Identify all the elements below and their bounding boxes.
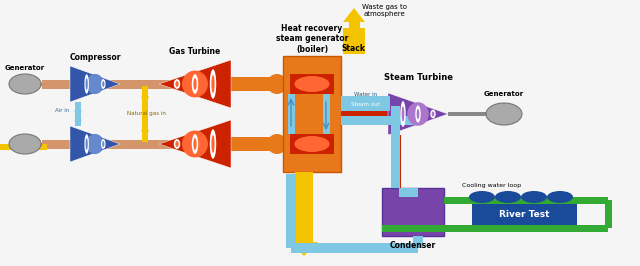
Ellipse shape (86, 78, 88, 90)
Bar (382, 188, 444, 236)
Bar (42, 139, 295, 148)
Text: Condenser: Condenser (390, 241, 436, 250)
Bar (413, 236, 423, 248)
Ellipse shape (86, 74, 104, 94)
Bar (283, 56, 341, 172)
Polygon shape (159, 120, 231, 168)
Bar (349, 22, 360, 54)
Text: Stack: Stack (342, 44, 366, 53)
Text: Natural gas in: Natural gas in (127, 111, 165, 117)
Ellipse shape (430, 110, 436, 118)
Bar (448, 112, 493, 116)
Ellipse shape (175, 81, 179, 87)
Bar (392, 135, 401, 188)
Ellipse shape (469, 191, 495, 203)
Polygon shape (343, 8, 365, 22)
Text: Cooling water loop: Cooling water loop (462, 183, 521, 188)
Text: Generator: Generator (5, 65, 45, 71)
Bar (75, 108, 81, 126)
Text: Gas Turbine: Gas Turbine (170, 48, 221, 56)
Text: Compressor: Compressor (69, 53, 121, 63)
Bar (226, 137, 283, 151)
Ellipse shape (267, 134, 287, 154)
Bar (341, 95, 390, 105)
Ellipse shape (431, 111, 435, 117)
Bar (41, 143, 42, 146)
Polygon shape (290, 242, 318, 256)
Ellipse shape (407, 102, 429, 126)
Bar (341, 102, 390, 110)
Ellipse shape (402, 106, 404, 122)
Bar (341, 115, 420, 124)
Bar (291, 243, 418, 253)
Ellipse shape (102, 141, 104, 147)
Ellipse shape (211, 135, 214, 153)
Text: Steam out: Steam out (351, 102, 380, 107)
Ellipse shape (182, 131, 208, 157)
Text: Air in: Air in (55, 109, 69, 114)
Bar (75, 102, 81, 120)
Ellipse shape (193, 78, 196, 90)
Ellipse shape (294, 136, 330, 152)
Ellipse shape (547, 191, 573, 203)
Ellipse shape (415, 105, 420, 123)
Bar (390, 106, 399, 188)
Bar (444, 197, 608, 203)
Bar (42, 80, 295, 89)
Polygon shape (70, 66, 120, 102)
Ellipse shape (84, 134, 89, 154)
Polygon shape (159, 60, 231, 108)
Ellipse shape (101, 79, 106, 89)
Ellipse shape (400, 101, 406, 127)
Bar (295, 172, 313, 242)
Ellipse shape (417, 109, 419, 119)
Ellipse shape (267, 74, 287, 94)
Bar (382, 225, 608, 231)
Bar (399, 188, 418, 197)
Ellipse shape (174, 139, 180, 149)
Text: Water in: Water in (354, 92, 377, 97)
Polygon shape (70, 126, 120, 162)
Bar (472, 197, 577, 232)
Ellipse shape (495, 191, 521, 203)
Ellipse shape (521, 191, 547, 203)
Ellipse shape (9, 74, 41, 94)
Bar (323, 94, 330, 134)
Bar (343, 28, 365, 54)
Bar (41, 82, 42, 85)
Text: Heat recovery
steam generator
(boiler): Heat recovery steam generator (boiler) (276, 24, 348, 54)
Bar (605, 200, 611, 228)
Text: Waste gas to
atmosphere: Waste gas to atmosphere (362, 4, 406, 17)
Bar (287, 94, 294, 134)
Ellipse shape (182, 70, 208, 97)
Ellipse shape (175, 141, 179, 147)
Ellipse shape (294, 76, 330, 92)
Ellipse shape (192, 134, 198, 154)
Ellipse shape (102, 81, 104, 87)
Ellipse shape (101, 139, 106, 149)
Bar (290, 134, 334, 154)
Polygon shape (388, 93, 448, 135)
Ellipse shape (86, 134, 104, 154)
Bar (286, 174, 296, 248)
Text: River Test: River Test (499, 210, 550, 219)
Text: Steam Turbine: Steam Turbine (383, 73, 452, 81)
Bar (142, 86, 148, 142)
Ellipse shape (174, 79, 180, 89)
Ellipse shape (486, 103, 522, 125)
Ellipse shape (210, 129, 216, 159)
Ellipse shape (210, 69, 216, 99)
Ellipse shape (211, 75, 214, 93)
Ellipse shape (193, 138, 196, 150)
Bar (341, 109, 390, 119)
Bar (226, 77, 283, 91)
Ellipse shape (86, 138, 88, 150)
Ellipse shape (84, 74, 89, 94)
Bar (290, 74, 334, 94)
Ellipse shape (9, 134, 41, 154)
Bar (0, 144, 47, 150)
Text: Generator: Generator (484, 91, 524, 97)
Ellipse shape (192, 74, 198, 94)
